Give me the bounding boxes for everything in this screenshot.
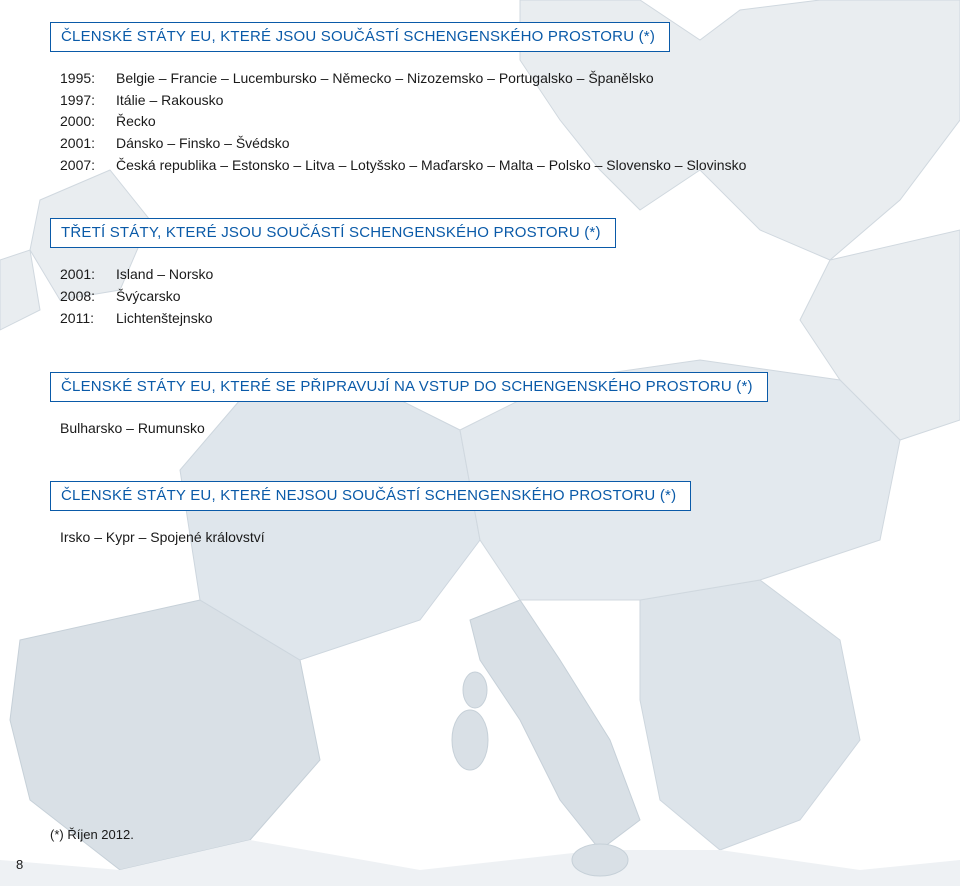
countries-text: Dánsko – Finsko – Švédsko (116, 133, 290, 155)
list-item: 2001: Island – Norsko (60, 264, 910, 286)
section-header-third-countries: TŘETÍ STÁTY, KTERÉ JSOU SOUČÁSTÍ SCHENGE… (50, 218, 616, 248)
section-title: ČLENSKÉ STÁTY EU, KTERÉ JSOU SOUČÁSTÍ SC… (61, 28, 655, 45)
year-label: 2001: (60, 264, 116, 286)
year-label: 2008: (60, 286, 116, 308)
list-item: 2007: Česká republika – Estonsko – Litva… (60, 155, 910, 177)
countries-text: Česká republika – Estonsko – Litva – Lot… (116, 155, 746, 177)
year-label: 1995: (60, 68, 116, 90)
footnote: (*) Říjen 2012. (50, 827, 134, 842)
countries-text: Island – Norsko (116, 264, 213, 286)
section-header-candidates: ČLENSKÉ STÁTY EU, KTERÉ SE PŘIPRAVUJÍ NA… (50, 372, 768, 402)
year-label: 2000: (60, 111, 116, 133)
countries-text: Lichtenštejnsko (116, 308, 213, 330)
year-label: 2011: (60, 308, 116, 330)
list-item: 1997: Itálie – Rakousko (60, 90, 910, 112)
year-label: 1997: (60, 90, 116, 112)
page-number: 8 (16, 857, 23, 872)
section-title: ČLENSKÉ STÁTY EU, KTERÉ SE PŘIPRAVUJÍ NA… (61, 378, 753, 395)
section-text-candidates: Bulharsko – Rumunsko (60, 418, 910, 440)
list-item: 2000: Řecko (60, 111, 910, 133)
countries-text: Švýcarsko (116, 286, 181, 308)
section-header-non-members: ČLENSKÉ STÁTY EU, KTERÉ NEJSOU SOUČÁSTÍ … (50, 481, 691, 511)
list-item: 2011: Lichtenštejnsko (60, 308, 910, 330)
countries-text: Řecko (116, 111, 156, 133)
section-rows-eu-members: 1995: Belgie – Francie – Lucembursko – N… (60, 68, 910, 176)
year-label: 2007: (60, 155, 116, 177)
section-header-eu-members: ČLENSKÉ STÁTY EU, KTERÉ JSOU SOUČÁSTÍ SC… (50, 22, 670, 52)
countries-text: Belgie – Francie – Lucembursko – Německo… (116, 68, 654, 90)
list-item: 2001: Dánsko – Finsko – Švédsko (60, 133, 910, 155)
list-item: 2008: Švýcarsko (60, 286, 910, 308)
section-text-non-members: Irsko – Kypr – Spojené království (60, 527, 910, 549)
countries-text: Itálie – Rakousko (116, 90, 223, 112)
list-item: 1995: Belgie – Francie – Lucembursko – N… (60, 68, 910, 90)
section-title: TŘETÍ STÁTY, KTERÉ JSOU SOUČÁSTÍ SCHENGE… (61, 224, 601, 241)
section-rows-third-countries: 2001: Island – Norsko 2008: Švýcarsko 20… (60, 264, 910, 329)
section-title: ČLENSKÉ STÁTY EU, KTERÉ NEJSOU SOUČÁSTÍ … (61, 487, 676, 504)
page-content: ČLENSKÉ STÁTY EU, KTERÉ JSOU SOUČÁSTÍ SC… (0, 0, 960, 549)
year-label: 2001: (60, 133, 116, 155)
